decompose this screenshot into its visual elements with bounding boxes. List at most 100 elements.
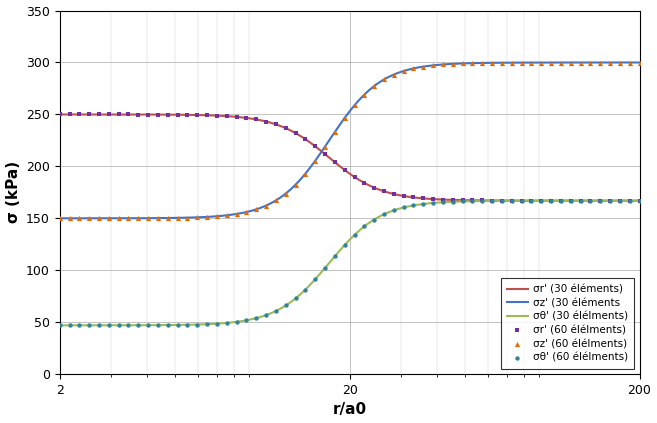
σr' (60 élélments): [310, 143, 321, 150]
σr' (30 éléments): [334, 163, 342, 168]
σz' (60 élélments): [566, 59, 576, 66]
σθ' (30 élélments): [369, 217, 377, 222]
σθ' (60 élélments): [546, 197, 556, 204]
σz' (60 élélments): [507, 59, 517, 66]
σθ' (60 élélments): [556, 197, 566, 204]
σθ' (60 élélments): [251, 315, 261, 321]
σz' (60 élélments): [104, 215, 114, 222]
σr' (60 élélments): [477, 197, 487, 204]
σz' (60 élélments): [516, 59, 527, 66]
σr' (60 élélments): [172, 111, 183, 118]
σr' (60 élélments): [281, 125, 291, 132]
σr' (60 élélments): [221, 113, 232, 120]
σθ' (30 élélments): [622, 198, 629, 203]
σθ' (60 élélments): [114, 322, 124, 329]
σθ' (60 élélments): [497, 198, 507, 204]
σr' (60 élélments): [467, 197, 478, 204]
σr' (60 élélments): [378, 188, 389, 195]
σr' (60 élélments): [261, 118, 271, 125]
σθ' (60 élélments): [241, 317, 252, 324]
σθ' (60 élélments): [152, 322, 163, 329]
σθ' (60 élélments): [388, 207, 399, 214]
σθ' (60 élélments): [507, 198, 517, 204]
σr' (60 élélments): [114, 111, 124, 118]
σz' (60 élélments): [202, 214, 212, 220]
σr' (60 élélments): [487, 197, 497, 204]
σz' (60 élélments): [536, 59, 547, 66]
σr' (60 élélments): [566, 197, 576, 204]
σz' (60 élélments): [605, 59, 616, 66]
σz' (60 élélments): [74, 215, 85, 222]
σθ' (60 élélments): [84, 322, 95, 329]
σθ' (60 élélments): [221, 319, 232, 326]
σr' (60 élélments): [143, 111, 153, 118]
σz' (30 éléments: [369, 84, 377, 89]
σr' (60 élélments): [536, 197, 547, 204]
σz' (60 élélments): [64, 215, 75, 222]
σz' (60 élélments): [398, 68, 409, 74]
σr' (60 élélments): [398, 192, 409, 199]
σr' (60 élélments): [300, 136, 311, 143]
σr' (60 élélments): [330, 159, 340, 166]
σr' (30 éléments): [56, 112, 64, 117]
σr' (60 élélments): [94, 111, 104, 118]
σz' (60 élélments): [310, 157, 321, 164]
σz' (60 élélments): [378, 76, 389, 83]
σz' (30 éléments: [635, 60, 643, 65]
σθ' (60 élélments): [438, 199, 448, 206]
σr' (60 élélments): [497, 197, 507, 204]
σθ' (60 élélments): [281, 302, 291, 309]
σr' (60 élélments): [124, 111, 134, 118]
σr' (60 élélments): [241, 115, 252, 121]
σz' (60 élélments): [143, 215, 153, 222]
σθ' (60 élélments): [182, 321, 193, 328]
σθ' (60 élélments): [55, 322, 65, 329]
σr' (60 élélments): [457, 197, 468, 203]
σθ' (60 élélments): [566, 197, 576, 204]
σr' (60 élélments): [133, 111, 144, 118]
σθ' (60 élélments): [634, 197, 645, 204]
σθ' (60 élélments): [64, 322, 75, 329]
σθ' (60 élélments): [310, 276, 321, 283]
σz' (60 élélments): [624, 59, 635, 66]
σθ' (60 élélments): [340, 242, 350, 248]
σr' (60 élélments): [595, 197, 606, 204]
σz' (60 élélments): [457, 60, 468, 67]
σθ' (60 élélments): [614, 197, 625, 204]
σr' (60 élélments): [408, 194, 419, 201]
σθ' (60 élélments): [624, 197, 635, 204]
σz' (30 éléments: [331, 129, 339, 134]
σz' (60 élélments): [497, 59, 507, 66]
σθ' (60 élélments): [595, 197, 606, 204]
σz' (60 élélments): [251, 206, 261, 213]
σθ' (60 élélments): [477, 198, 487, 204]
σθ' (60 élélments): [124, 322, 134, 329]
σr' (60 élélments): [104, 111, 114, 118]
σz' (60 élélments): [595, 59, 606, 66]
σz' (60 élélments): [330, 129, 340, 135]
σθ' (30 élélments): [401, 205, 409, 210]
σz' (60 élélments): [114, 215, 124, 222]
σz' (60 élélments): [182, 214, 193, 221]
σθ' (60 élélments): [231, 319, 242, 325]
σz' (60 élélments): [369, 82, 380, 89]
σr' (60 élélments): [84, 111, 95, 118]
σr' (60 élélments): [438, 196, 448, 203]
σθ' (60 élélments): [162, 322, 173, 329]
σz' (60 élélments): [418, 63, 428, 70]
σz' (60 élélments): [281, 190, 291, 197]
σθ' (60 élélments): [536, 197, 547, 204]
σz' (60 élélments): [221, 212, 232, 219]
σr' (30 éléments): [369, 185, 377, 190]
σr' (60 élélments): [340, 167, 350, 173]
σz' (60 élélments): [261, 202, 271, 209]
σz' (60 élélments): [172, 214, 183, 221]
σθ' (60 élélments): [192, 321, 202, 328]
σθ' (60 élélments): [408, 202, 419, 209]
σz' (60 élélments): [94, 215, 104, 222]
σθ' (60 élélments): [133, 322, 144, 329]
σθ' (60 élélments): [585, 197, 596, 204]
σz' (30 éléments: [401, 68, 409, 73]
σr' (60 élélments): [212, 112, 222, 119]
σr' (60 élélments): [605, 197, 616, 204]
